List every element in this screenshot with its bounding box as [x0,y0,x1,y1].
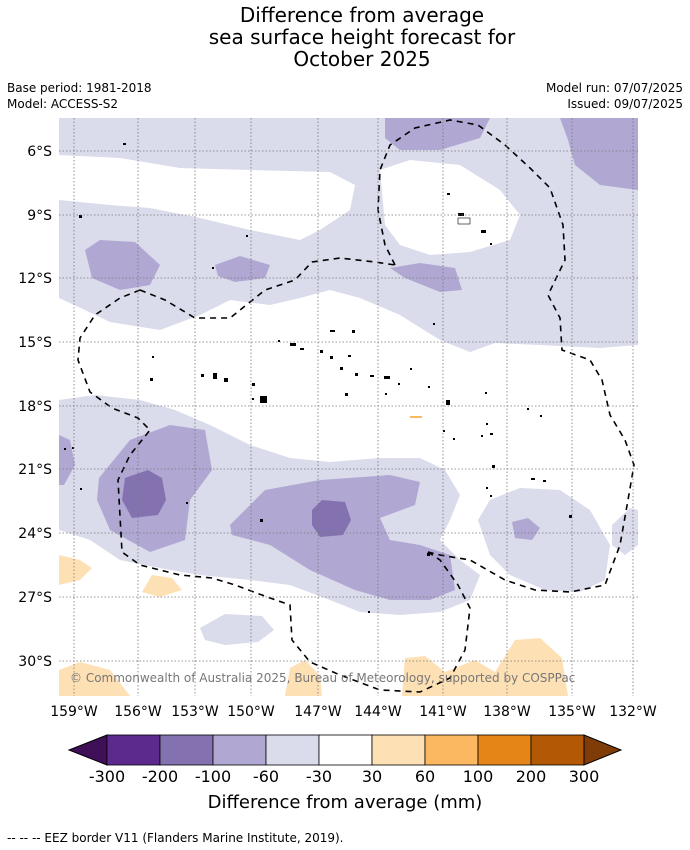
colorbar-tick-label: 300 [569,767,600,786]
longitude-label: 138°W [483,704,531,720]
meta-right: Model run: 07/07/2025 Issued: 09/07/2025 [546,80,683,112]
latitude-label: 18°S [18,399,52,415]
meta-left: Base period: 1981-2018 Model: ACCESS-S2 [7,80,152,112]
latitude-label: 15°S [18,335,52,351]
title-line-3: October 2025 [293,47,431,71]
latitude-label: 12°S [18,271,52,287]
colorbar-tick-label: 60 [415,767,435,786]
white-pocket-top [59,155,355,240]
longitude-label: 135°W [548,704,596,720]
colorbar-tick-label: -60 [253,767,279,786]
map-title: Difference from average sea surface heig… [0,4,690,70]
latitude-labels: 6°S 9°S 12°S 15°S 18°S 21°S 24°S 27°S 30°S [18,144,52,670]
copyright-text: © Commonwealth of Australia 2025, Bureau… [70,671,575,685]
base-period-label: Base period: 1981-2018 [7,81,152,95]
colorbar-tick-label: 30 [362,767,382,786]
anomaly-region-northeast [385,118,490,150]
colorbar-bin [371,734,426,766]
positive-anomaly-southwest [142,575,182,597]
anomaly-region-northeast-edge [560,118,638,190]
positive-speck [410,416,422,418]
anomaly-region-west-2 [215,256,270,282]
anomaly-region-far-east [612,508,638,555]
positive-anomaly-south-1 [59,662,130,696]
colorbar-ticks: -300 -200 -100 -60 -30 30 60 100 200 300 [89,767,599,786]
colorbar-tick-label: -300 [89,767,125,786]
longitude-labels: 159°W 156°W 153°W 150°W 147°W 144°W 141°W 138°W… [50,704,657,720]
issued-label: Issued: 09/07/2025 [567,97,683,111]
colorbar-bin [159,734,214,766]
colorbar-tick-label: 200 [516,767,547,786]
anomaly-region-west-edge [59,435,75,485]
anomaly-core-southwest [122,470,166,518]
colorbar-tick-label: -200 [142,767,178,786]
longitude-label: 153°W [171,704,219,720]
longitude-label: 156°W [114,704,162,720]
latitude-label: 6°S [27,144,52,160]
colorbar-bin [265,734,320,766]
title-line-2: sea surface height forecast for [208,25,516,49]
islands [64,143,572,613]
colorbar [67,734,623,766]
eez-border-central [139,257,396,319]
eez-border-north [377,119,635,593]
island-white [457,217,471,225]
anomaly-region-west-1 [85,240,160,290]
colorbar-tick-label: -100 [195,767,231,786]
latitude-label: 21°S [18,462,52,478]
latitude-label: 24°S [18,526,52,542]
positive-anomaly-west [59,555,92,585]
anomaly-region-north-band [390,263,462,292]
longitude-label: 150°W [227,704,275,720]
anomaly-region-east-small [512,518,540,540]
colorbar-bin [106,734,161,766]
model-run-label: Model run: 07/07/2025 [545,81,683,95]
title-line-1: Difference from average [239,3,485,27]
longitude-label: 159°W [50,704,98,720]
model-label: Model: ACCESS-S2 [7,97,119,111]
anomaly-region-southwest [200,614,274,645]
latitude-label: 9°S [27,208,52,224]
colorbar-extend-min [67,734,108,766]
eez-border-west [77,289,471,693]
map-figure: © Commonwealth of Australia 2025, Bureau… [18,118,657,786]
latitude-label: 27°S [18,590,52,606]
colorbar-bin [212,734,267,766]
colorbar-tick-label: -30 [306,767,332,786]
colorbar-tick-label: 100 [463,767,494,786]
longitude-label: 141°W [419,704,467,720]
longitude-label: 144°W [354,704,402,720]
positive-anomaly-south-3 [402,638,568,696]
colorbar-bin [424,734,479,766]
anomaly-region-east [478,488,610,592]
colorbar-bin [318,734,373,766]
anomaly-core-central [312,500,351,537]
colorbar-extend-max [583,734,623,766]
positive-anomaly-south-2 [285,660,322,696]
eez-footnote: -- -- -- EEZ border V11 (Flanders Marine… [7,831,344,845]
colorbar-bin [530,734,585,766]
anomaly-region-central-south [230,475,455,600]
map-panel: © Commonwealth of Australia 2025, Bureau… [59,118,638,696]
latitude-label: 30°S [18,654,52,670]
longitude-label: 132°W [609,704,657,720]
colorbar-bin [477,734,532,766]
longitude-label: 147°W [294,704,342,720]
colorbar-title: Difference from average (mm) [207,792,483,813]
